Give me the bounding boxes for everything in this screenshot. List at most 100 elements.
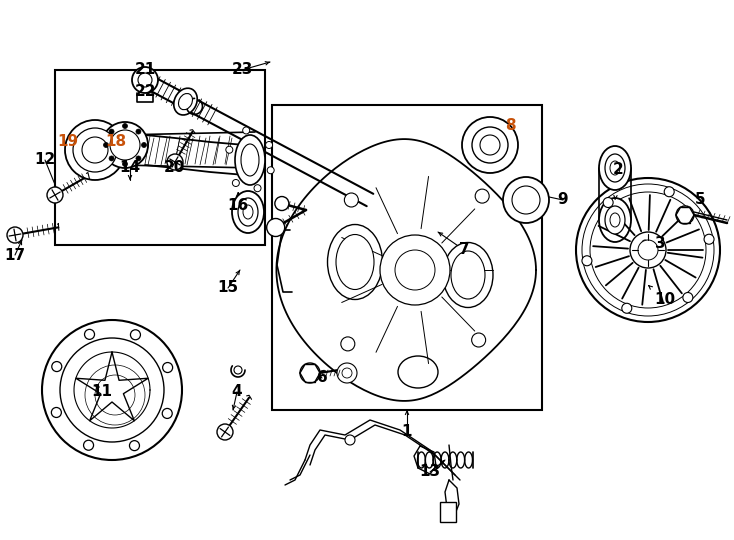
Ellipse shape bbox=[327, 225, 382, 300]
Ellipse shape bbox=[599, 146, 631, 190]
Text: 13: 13 bbox=[419, 464, 440, 480]
Circle shape bbox=[395, 250, 435, 290]
Circle shape bbox=[109, 129, 114, 134]
Circle shape bbox=[341, 337, 355, 351]
Bar bbox=[440, 502, 456, 522]
Circle shape bbox=[110, 130, 140, 160]
Circle shape bbox=[132, 67, 158, 93]
Circle shape bbox=[638, 240, 658, 260]
Ellipse shape bbox=[336, 234, 374, 289]
Circle shape bbox=[462, 117, 518, 173]
Circle shape bbox=[676, 206, 694, 224]
Text: 4: 4 bbox=[232, 384, 242, 400]
Text: 22: 22 bbox=[134, 84, 156, 99]
Circle shape bbox=[254, 185, 261, 192]
Circle shape bbox=[73, 128, 117, 172]
Ellipse shape bbox=[599, 198, 631, 242]
Text: 2: 2 bbox=[613, 163, 623, 178]
Circle shape bbox=[380, 235, 450, 305]
Circle shape bbox=[163, 362, 172, 373]
Text: 10: 10 bbox=[655, 293, 675, 307]
Text: 8: 8 bbox=[505, 118, 515, 132]
Circle shape bbox=[576, 178, 720, 322]
Text: 23: 23 bbox=[231, 63, 252, 78]
Circle shape bbox=[123, 161, 128, 166]
Ellipse shape bbox=[81, 131, 99, 169]
Circle shape bbox=[226, 146, 233, 153]
Circle shape bbox=[84, 440, 93, 450]
Bar bbox=[637, 238, 653, 248]
Circle shape bbox=[162, 408, 172, 418]
Circle shape bbox=[344, 193, 358, 207]
Circle shape bbox=[234, 366, 242, 374]
Text: 17: 17 bbox=[4, 247, 26, 262]
Text: 21: 21 bbox=[134, 63, 156, 78]
Ellipse shape bbox=[443, 242, 493, 307]
Text: 3: 3 bbox=[655, 235, 665, 251]
Circle shape bbox=[472, 127, 508, 163]
Text: 7: 7 bbox=[459, 242, 469, 258]
Circle shape bbox=[300, 363, 320, 383]
Circle shape bbox=[342, 368, 352, 378]
Text: 9: 9 bbox=[558, 192, 568, 207]
Circle shape bbox=[243, 127, 250, 134]
Text: 16: 16 bbox=[228, 198, 249, 213]
Ellipse shape bbox=[605, 206, 625, 234]
Circle shape bbox=[582, 256, 592, 266]
Ellipse shape bbox=[398, 356, 438, 388]
Circle shape bbox=[51, 408, 62, 417]
Text: 19: 19 bbox=[57, 134, 79, 150]
Circle shape bbox=[512, 186, 540, 214]
Circle shape bbox=[603, 198, 613, 207]
Circle shape bbox=[123, 124, 128, 129]
Ellipse shape bbox=[451, 251, 485, 299]
Circle shape bbox=[266, 141, 272, 149]
Bar bbox=[272, 105, 542, 410]
Circle shape bbox=[136, 156, 141, 161]
Circle shape bbox=[275, 197, 289, 211]
Circle shape bbox=[503, 177, 549, 223]
Text: 1: 1 bbox=[401, 424, 413, 440]
Circle shape bbox=[102, 122, 148, 168]
Text: 20: 20 bbox=[163, 160, 185, 176]
Text: 11: 11 bbox=[92, 384, 112, 400]
Ellipse shape bbox=[235, 135, 265, 185]
Circle shape bbox=[630, 232, 666, 268]
Ellipse shape bbox=[238, 198, 258, 226]
Circle shape bbox=[42, 320, 182, 460]
Circle shape bbox=[65, 120, 125, 180]
Circle shape bbox=[84, 329, 95, 339]
Text: 12: 12 bbox=[34, 152, 56, 167]
Circle shape bbox=[683, 293, 693, 302]
Text: 14: 14 bbox=[120, 160, 141, 176]
Circle shape bbox=[131, 330, 140, 340]
Circle shape bbox=[103, 143, 109, 147]
Ellipse shape bbox=[243, 205, 253, 219]
Circle shape bbox=[52, 362, 62, 372]
Circle shape bbox=[60, 338, 164, 442]
Ellipse shape bbox=[178, 93, 192, 110]
Circle shape bbox=[7, 227, 23, 243]
Text: 18: 18 bbox=[106, 134, 126, 150]
Circle shape bbox=[136, 129, 141, 134]
Circle shape bbox=[109, 156, 114, 161]
Circle shape bbox=[233, 179, 239, 186]
Circle shape bbox=[337, 363, 357, 383]
Bar bbox=[55, 70, 265, 245]
Ellipse shape bbox=[232, 191, 264, 233]
Ellipse shape bbox=[241, 144, 259, 176]
Ellipse shape bbox=[174, 88, 197, 115]
Circle shape bbox=[142, 143, 147, 147]
Circle shape bbox=[217, 424, 233, 440]
Circle shape bbox=[704, 234, 714, 244]
Circle shape bbox=[267, 167, 275, 174]
Circle shape bbox=[622, 303, 632, 313]
Circle shape bbox=[266, 219, 285, 237]
Text: 5: 5 bbox=[694, 192, 705, 207]
Ellipse shape bbox=[605, 154, 625, 182]
Text: 6: 6 bbox=[316, 370, 327, 386]
Circle shape bbox=[472, 333, 486, 347]
Circle shape bbox=[345, 435, 355, 445]
Circle shape bbox=[664, 187, 675, 197]
Circle shape bbox=[475, 189, 489, 203]
